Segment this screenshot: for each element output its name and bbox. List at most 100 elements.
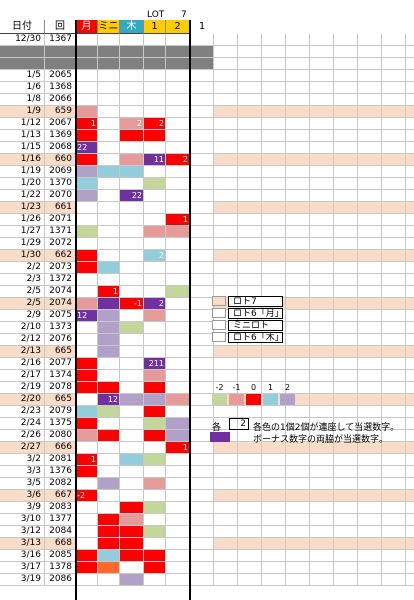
round-cell[interactable]: 2070	[45, 190, 76, 202]
number-cell[interactable]	[98, 178, 120, 190]
empty-cell[interactable]	[310, 502, 334, 514]
empty-cell[interactable]	[238, 130, 262, 142]
empty-cell[interactable]	[310, 406, 334, 418]
date-cell[interactable]: 2/12	[0, 334, 45, 346]
number-cell[interactable]	[76, 226, 98, 238]
empty-cell[interactable]	[406, 370, 414, 382]
number-cell[interactable]	[166, 430, 190, 442]
empty-cell[interactable]	[286, 478, 310, 490]
number-cell[interactable]	[166, 298, 190, 310]
date-cell[interactable]: 2/3	[0, 274, 45, 286]
number-cell[interactable]	[98, 490, 120, 502]
round-cell[interactable]: 2076	[45, 334, 76, 346]
round-cell[interactable]: 2084	[45, 526, 76, 538]
empty-cell[interactable]	[358, 274, 382, 286]
empty-cell[interactable]	[382, 166, 406, 178]
empty-cell[interactable]	[310, 154, 334, 166]
empty-cell[interactable]	[286, 274, 310, 286]
date-cell[interactable]: 2/2	[0, 262, 45, 274]
empty-cell[interactable]	[358, 466, 382, 478]
number-cell[interactable]	[120, 322, 144, 334]
number-cell[interactable]	[166, 82, 190, 94]
round-cell[interactable]: 2082	[45, 478, 76, 490]
empty-cell[interactable]	[358, 346, 382, 358]
empty-cell[interactable]	[334, 298, 358, 310]
empty-cell[interactable]	[310, 190, 334, 202]
empty-cell[interactable]	[214, 358, 238, 370]
number-cell[interactable]	[166, 34, 190, 46]
empty-cell[interactable]	[286, 94, 310, 106]
empty-cell[interactable]	[334, 562, 358, 574]
empty-cell[interactable]	[262, 430, 286, 442]
empty-cell[interactable]	[334, 178, 358, 190]
date-cell[interactable]: 2/5	[0, 298, 45, 310]
empty-cell[interactable]	[358, 430, 382, 442]
mini-header[interactable]: ミニ	[98, 20, 120, 34]
empty-cell[interactable]	[406, 178, 414, 190]
empty-cell[interactable]	[262, 454, 286, 466]
number-cell[interactable]	[120, 58, 144, 70]
number-cell[interactable]	[190, 394, 214, 406]
date-cell[interactable]: 3/10	[0, 514, 45, 526]
empty-cell[interactable]	[382, 430, 406, 442]
number-cell[interactable]	[76, 514, 98, 526]
empty-cell[interactable]	[406, 46, 414, 58]
number-cell[interactable]	[120, 262, 144, 274]
number-cell[interactable]	[166, 334, 190, 346]
empty-cell[interactable]	[334, 526, 358, 538]
number-cell[interactable]	[166, 418, 190, 430]
number-cell[interactable]	[190, 370, 214, 382]
number-cell[interactable]	[190, 490, 214, 502]
empty-cell[interactable]	[406, 106, 414, 118]
empty-cell[interactable]	[358, 286, 382, 298]
empty-cell[interactable]	[310, 202, 334, 214]
number-cell[interactable]	[120, 442, 144, 454]
date-cell[interactable]: 2/24	[0, 418, 45, 430]
date-cell[interactable]	[0, 58, 45, 70]
number-cell[interactable]	[120, 70, 144, 82]
empty-cell[interactable]	[382, 394, 406, 406]
date-cell[interactable]: 3/16	[0, 550, 45, 562]
number-cell[interactable]	[120, 418, 144, 430]
number-cell[interactable]	[144, 466, 166, 478]
empty-cell[interactable]	[286, 226, 310, 238]
empty-cell[interactable]	[382, 274, 406, 286]
empty-cell[interactable]	[286, 310, 310, 322]
empty-cell[interactable]	[358, 334, 382, 346]
empty-cell[interactable]	[406, 202, 414, 214]
empty-cell[interactable]	[358, 478, 382, 490]
number-cell[interactable]	[120, 46, 144, 58]
empty-cell[interactable]	[310, 394, 334, 406]
empty-cell[interactable]	[406, 478, 414, 490]
number-cell[interactable]	[98, 562, 120, 574]
empty-cell[interactable]	[286, 502, 310, 514]
empty-cell[interactable]	[214, 142, 238, 154]
empty-cell[interactable]	[214, 94, 238, 106]
number-cell[interactable]: 11	[144, 154, 166, 166]
number-cell[interactable]	[190, 562, 214, 574]
number-cell[interactable]: 2	[144, 118, 166, 130]
empty-cell[interactable]	[238, 346, 262, 358]
empty-cell[interactable]	[286, 466, 310, 478]
empty-cell[interactable]	[358, 394, 382, 406]
empty-cell[interactable]	[310, 562, 334, 574]
empty-cell[interactable]	[310, 490, 334, 502]
empty-cell[interactable]	[238, 58, 262, 70]
number-cell[interactable]	[120, 490, 144, 502]
empty-cell[interactable]	[358, 370, 382, 382]
empty-cell[interactable]	[310, 370, 334, 382]
empty-cell[interactable]	[334, 382, 358, 394]
number-cell[interactable]: 22	[76, 142, 98, 154]
date-cell[interactable]: 2/27	[0, 442, 45, 454]
number-cell[interactable]	[120, 286, 144, 298]
empty-cell[interactable]	[262, 514, 286, 526]
number-cell[interactable]	[144, 46, 166, 58]
number-cell[interactable]	[76, 34, 98, 46]
empty-cell[interactable]	[262, 154, 286, 166]
empty-cell[interactable]	[334, 166, 358, 178]
empty-cell[interactable]	[334, 238, 358, 250]
empty-cell[interactable]	[286, 166, 310, 178]
empty-cell[interactable]	[262, 442, 286, 454]
number-cell[interactable]	[190, 574, 214, 586]
round-cell[interactable]: 1374	[45, 370, 76, 382]
